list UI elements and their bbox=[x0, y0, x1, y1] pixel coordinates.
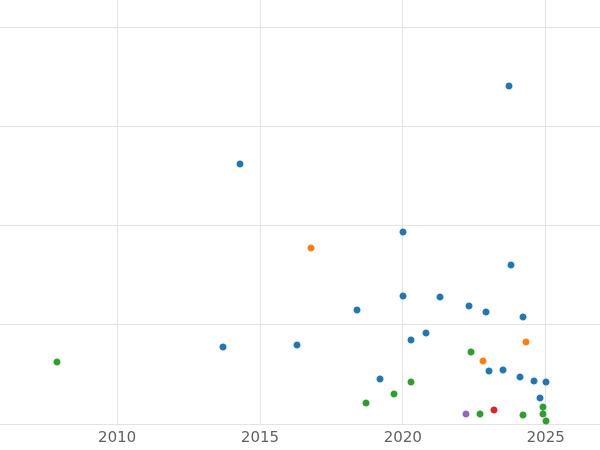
data-point-series-purple bbox=[462, 410, 470, 418]
data-point-series-blue bbox=[485, 367, 493, 375]
data-point-series-blue bbox=[399, 292, 407, 300]
gridline-horizontal bbox=[0, 225, 600, 227]
data-point-series-orange bbox=[307, 244, 315, 252]
gridline-horizontal bbox=[0, 27, 600, 29]
data-point-series-green bbox=[390, 390, 398, 398]
data-point-series-green bbox=[362, 399, 370, 407]
data-point-series-blue bbox=[236, 160, 244, 168]
gridline-vertical bbox=[259, 0, 261, 424]
data-point-series-blue bbox=[507, 261, 515, 268]
data-point-series-green bbox=[539, 410, 547, 418]
data-point-series-green bbox=[519, 411, 527, 419]
data-point-series-blue bbox=[516, 373, 524, 381]
data-point-series-blue bbox=[530, 377, 538, 385]
data-point-series-orange bbox=[522, 338, 530, 346]
data-point-series-blue bbox=[505, 82, 513, 90]
data-point-series-blue bbox=[536, 394, 544, 402]
data-point-series-green bbox=[407, 378, 415, 386]
data-point-series-green bbox=[53, 358, 61, 366]
data-point-series-green bbox=[539, 403, 547, 411]
data-point-series-blue bbox=[293, 341, 301, 349]
data-point-series-blue bbox=[465, 302, 473, 310]
plot-area bbox=[0, 0, 600, 425]
x-tick-label: 2025 bbox=[526, 428, 565, 446]
data-point-series-green bbox=[476, 410, 484, 418]
data-point-series-blue bbox=[407, 336, 415, 344]
x-tick-label: 2020 bbox=[383, 428, 422, 446]
data-point-series-blue bbox=[482, 308, 490, 316]
gridline-horizontal bbox=[0, 324, 600, 326]
gridline-vertical bbox=[545, 0, 547, 424]
data-point-series-blue bbox=[436, 293, 444, 301]
data-point-series-blue bbox=[376, 375, 384, 383]
data-point-series-blue bbox=[422, 329, 430, 337]
data-point-series-green bbox=[467, 348, 475, 356]
x-tick-label: 2015 bbox=[240, 428, 280, 446]
data-point-series-orange bbox=[479, 357, 487, 365]
data-point-series-red bbox=[490, 406, 498, 414]
gridline-horizontal bbox=[0, 126, 600, 128]
data-point-series-blue bbox=[519, 313, 527, 321]
x-tick-label: 2010 bbox=[98, 428, 137, 446]
data-point-series-blue bbox=[353, 306, 361, 314]
data-point-series-green bbox=[542, 417, 550, 425]
gridline-vertical bbox=[402, 0, 404, 424]
data-point-series-blue bbox=[499, 366, 507, 373]
data-point-series-blue bbox=[219, 343, 227, 351]
data-point-series-blue bbox=[542, 378, 550, 386]
gridline-vertical bbox=[116, 0, 118, 424]
gridline-horizontal bbox=[0, 423, 600, 425]
data-point-series-blue bbox=[399, 228, 407, 236]
